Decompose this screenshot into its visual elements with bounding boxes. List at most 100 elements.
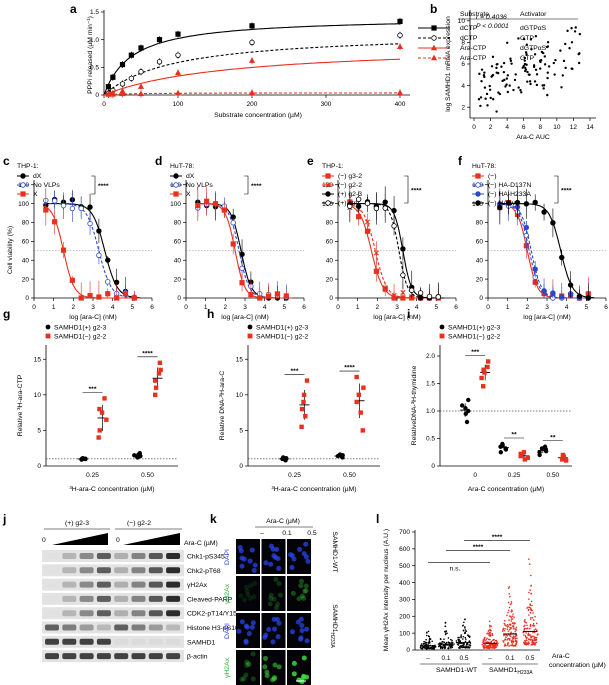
a-series-line [103, 23, 400, 96]
l-point [509, 595, 511, 598]
a-point [249, 23, 255, 29]
b-point [546, 71, 549, 74]
b-point [538, 67, 542, 70]
ve-point [400, 289, 406, 296]
b-point [542, 51, 545, 55]
k-header: Ara-C (µM) [266, 518, 300, 525]
di-point [542, 444, 548, 449]
j-band [131, 610, 146, 617]
legend-cf-label: dX [33, 173, 42, 180]
ve-point [382, 285, 388, 291]
legend-cf-label: No VLPs [33, 182, 60, 189]
l-point [530, 600, 533, 603]
vd-point [239, 251, 245, 257]
vc-xtick-label: 4 [111, 304, 115, 311]
b-point [568, 47, 571, 50]
l-point [505, 625, 508, 627]
l-point [511, 618, 514, 620]
j-band [79, 624, 94, 631]
j-band [96, 595, 111, 602]
dh-point [304, 378, 310, 383]
a-legend-marker [430, 44, 438, 51]
l-point [464, 631, 467, 633]
j-band [131, 553, 146, 559]
a-point [137, 83, 145, 89]
l-point [420, 647, 422, 649]
l-point [528, 563, 531, 565]
panel-k-images: Ara-C (µM) – 0.1 0.5 DAPI γH2Ax DAPI γH2Ax SAM… [224, 518, 338, 685]
panel-e-chart: 0204060801001200123456log [ara-C] (nM) [322, 180, 458, 321]
j-band-bg [42, 650, 184, 663]
l-point [464, 640, 467, 643]
vd-point [283, 293, 289, 299]
panel-c-chart: 0204060801001200123456log [ara-C] (nM) [18, 180, 154, 321]
vd-ytick-label: 80 [174, 220, 182, 227]
l-point [488, 634, 491, 637]
dg-point [156, 371, 162, 376]
di-legend-plus: SAMHD1(+) g2-3 [448, 325, 501, 332]
l-point [485, 638, 488, 641]
j-band-bg [42, 592, 184, 605]
l-point [530, 636, 533, 638]
j-band [114, 581, 129, 588]
k-nucleus [299, 628, 305, 634]
l-point [527, 606, 529, 609]
l-point [450, 638, 452, 641]
b-point [520, 91, 523, 94]
b-point [491, 73, 495, 77]
k-nucleus [297, 546, 303, 552]
dh-point [299, 424, 304, 430]
l-point [508, 634, 511, 637]
vc-point [60, 247, 67, 253]
legend-cf-label: X [186, 191, 191, 198]
legend-cf-marker [475, 191, 481, 197]
l-point [522, 641, 525, 644]
k-nucleus [241, 676, 247, 682]
vc-curve [43, 203, 141, 299]
l-point [493, 638, 495, 641]
ve-point [409, 287, 415, 293]
di-xtick-label: 0 [473, 472, 477, 479]
vf-point [541, 209, 547, 215]
l-point [468, 644, 471, 646]
j-band [166, 581, 181, 588]
k-nucleus [241, 556, 247, 562]
l-point [511, 639, 514, 641]
k-nucleus [290, 590, 296, 596]
l-point [509, 615, 511, 617]
k-nucleus [298, 583, 304, 589]
j-band [114, 610, 129, 617]
l-point [423, 642, 425, 645]
k-nucleus [291, 556, 297, 562]
l-point [492, 646, 494, 648]
j-band-label: SAMHD1 [187, 639, 216, 646]
b-point [523, 56, 527, 60]
l-point [503, 620, 506, 622]
l-xtick-label: 0.5 [525, 655, 534, 662]
vc-point [96, 294, 102, 300]
a-legend-activator: GTP [520, 55, 534, 62]
l-xlabel: Ara-C [552, 653, 570, 660]
k-nucleus [268, 592, 274, 598]
l-group-mut-sub: H233A [517, 670, 533, 676]
k-nucleus [244, 624, 250, 630]
l-point [511, 625, 514, 627]
l-point [490, 640, 493, 643]
l-point [428, 637, 431, 640]
k-nucleus [249, 547, 255, 553]
k-image-tile [236, 576, 260, 611]
b-point [479, 104, 482, 108]
b-point [577, 61, 581, 65]
j-conc-label: Ara-C (µM) [184, 540, 218, 547]
b-stat-p: P < 0.0001 [476, 23, 509, 30]
l-point [444, 633, 447, 636]
l-point [433, 646, 436, 648]
l-point [462, 638, 464, 640]
b-point [479, 96, 483, 99]
j-band [166, 624, 181, 631]
legend-cf-marker [325, 191, 331, 197]
l-point [532, 640, 534, 642]
legend-cf-sig: **** [411, 188, 422, 195]
vf-xtick-label: 0 [486, 304, 490, 311]
a-legend-activator: dGTPαS [520, 45, 547, 52]
